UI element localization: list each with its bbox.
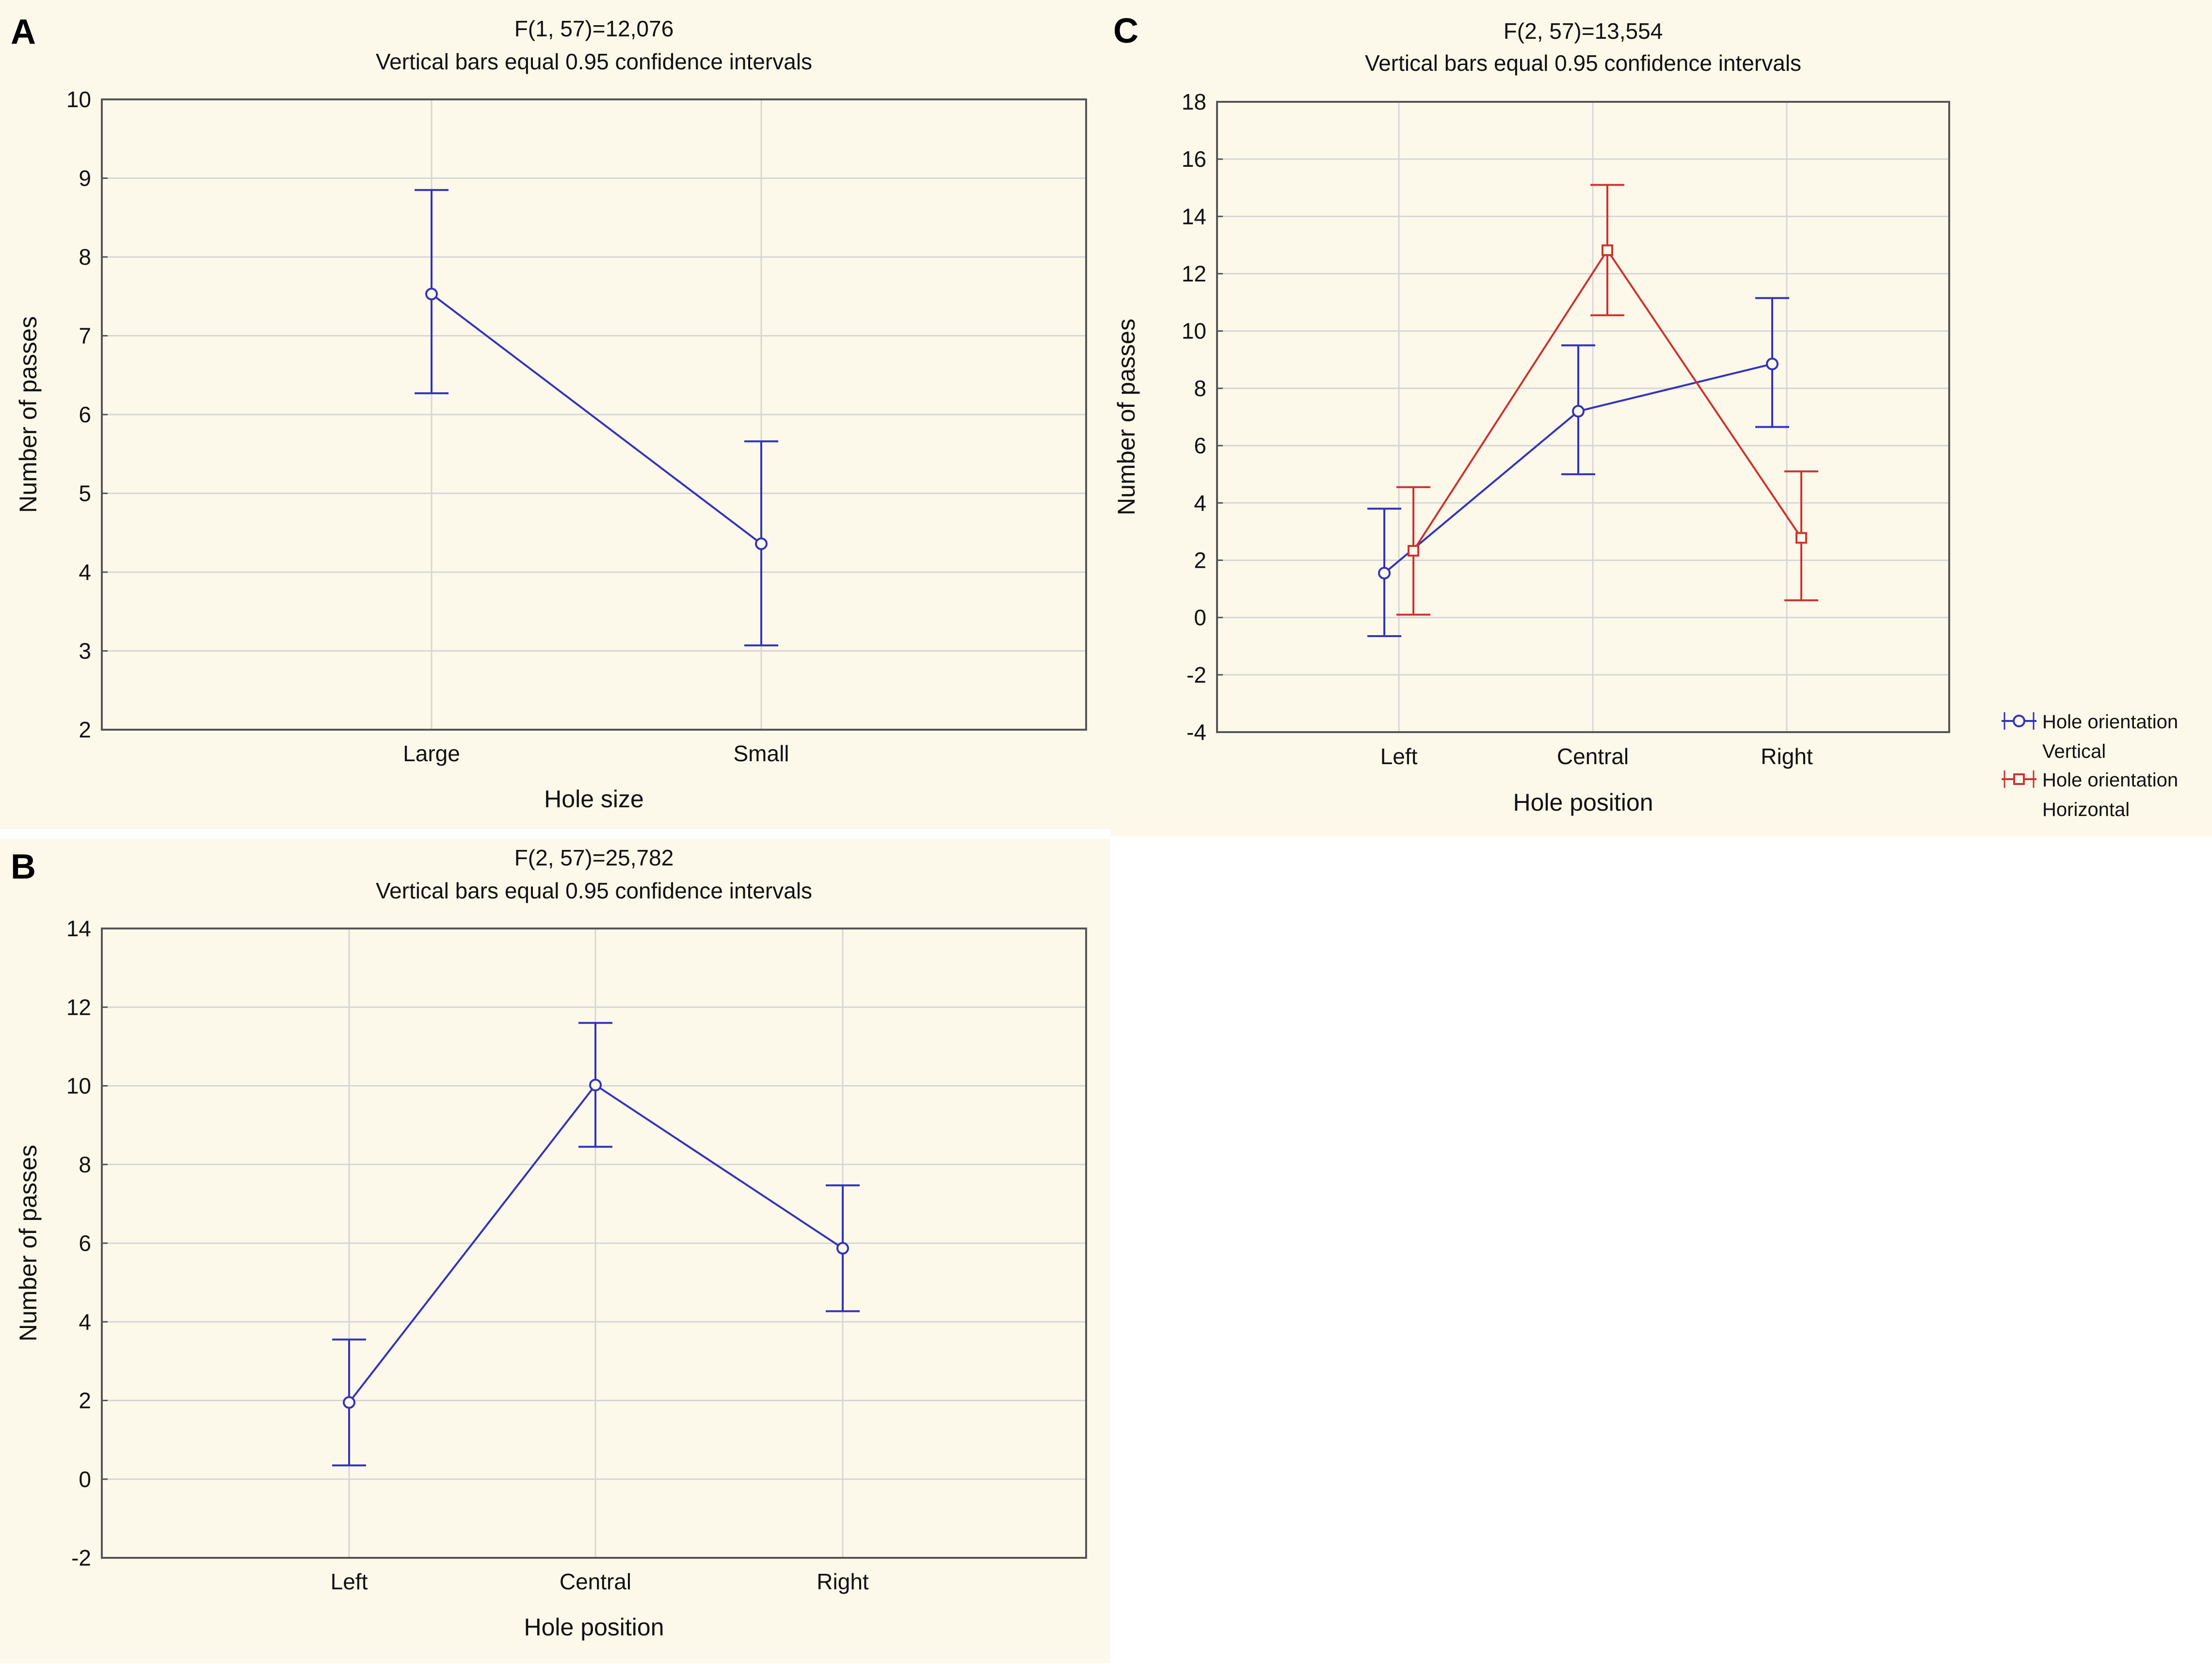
chart-c-y-tick-label: 0: [1194, 605, 1206, 630]
chart-b-plot-frame: [101, 928, 1087, 1559]
chart-a-y-tick-label: 2: [79, 717, 91, 742]
panel-letter-c: C: [1113, 12, 1138, 50]
chart-a-y-tick-label: 4: [79, 560, 91, 585]
chart-c-legend-horizontal-swatch-marker: [2013, 773, 2025, 785]
chart-b-x-tick-label: Left: [331, 1569, 368, 1594]
chart-c-x-tick-label: Central: [1557, 744, 1629, 769]
chart-b-y-tick-label: 10: [66, 1073, 91, 1099]
chart-c-series-vertical-point: [1378, 567, 1391, 580]
chart-a-x-tick-label: Large: [403, 741, 460, 766]
chart-a-series-main-point: [425, 288, 438, 301]
chart-b-y-tick-label: 6: [79, 1231, 91, 1256]
chart-b-y-tick-label: -2: [71, 1545, 91, 1570]
panel-letter-a: A: [11, 13, 36, 51]
chart-b-series-main-point: [343, 1396, 355, 1409]
chart-c-x-axis-label: Hole position: [1513, 789, 1653, 816]
chart-c-y-tick-label: -4: [1186, 720, 1206, 745]
chart-c-y-tick-label: 16: [1182, 146, 1206, 172]
chart-b-x-tick-label: Central: [560, 1569, 631, 1594]
chart-c-plot-frame: [1216, 101, 1950, 733]
chart-c-y-tick-label: 10: [1182, 319, 1206, 344]
chart-a-title: F(1, 57)=12,076: [514, 16, 674, 41]
chart-c-legend-vertical-name: Hole orientation: [2042, 711, 2178, 733]
chart-b-y-tick-label: 14: [66, 916, 91, 941]
chart-b-y-tick-label: 8: [79, 1152, 91, 1177]
chart-a-y-tick-label: 10: [66, 87, 91, 112]
chart-c-y-tick-label: 12: [1182, 261, 1206, 287]
chart-a-series-main-line: [431, 293, 762, 545]
chart-b-title: F(2, 57)=25,782: [514, 845, 674, 870]
chart-c-y-tick-label: 4: [1194, 490, 1206, 515]
chart-c-series-horizontal-point: [1795, 532, 1807, 544]
chart-a-series-main-point: [755, 537, 768, 550]
chart-b-series-main-point: [836, 1242, 849, 1255]
chart-a-subtitle: Vertical bars equal 0.95 confidence inte…: [376, 49, 812, 74]
chart-c-legend-vertical-swatch-marker: [2013, 715, 2025, 727]
chart-a-y-tick-label: 6: [79, 402, 91, 427]
chart-b-y-tick-label: 2: [79, 1388, 91, 1413]
chart-a-y-tick-label: 8: [79, 244, 91, 270]
chart-c-y-axis-label: Number of passes: [1113, 319, 1140, 515]
chart-b-y-tick-label: 0: [79, 1467, 91, 1492]
chart-c-y-tick-label: 6: [1194, 433, 1206, 458]
chart-c-x-tick-label: Right: [1761, 744, 1813, 769]
chart-a-y-tick-label: 3: [79, 639, 91, 664]
chart-a-y-tick-label: 7: [79, 323, 91, 349]
panel-c-background: [1110, 0, 2212, 836]
chart-b-x-tick-label: Right: [817, 1569, 869, 1594]
chart-c-y-tick-label: 14: [1182, 204, 1206, 229]
chart-b-series-main-point: [589, 1078, 602, 1091]
panel-b-background: [0, 839, 1110, 1663]
chart-b-subtitle: Vertical bars equal 0.95 confidence inte…: [376, 878, 812, 903]
chart-c-series-horizontal-point: [1408, 544, 1419, 557]
chart-c-y-tick-label: 18: [1182, 89, 1206, 114]
chart-c-series-vertical-point: [1766, 357, 1779, 370]
chart-c-series-vertical-point: [1572, 405, 1585, 418]
chart-a-plot-frame: [101, 98, 1087, 731]
chart-b-y-tick-label: 4: [79, 1309, 91, 1334]
chart-c-title: F(2, 57)=13,554: [1504, 18, 1663, 44]
chart-c-x-tick-label: Left: [1380, 744, 1418, 769]
chart-c-y-tick-label: 8: [1194, 376, 1206, 401]
chart-c-legend-horizontal-name: Hole orientation: [2042, 769, 2178, 791]
chart-b-x-axis-label: Hole position: [524, 1614, 664, 1641]
chart-a-x-axis-label: Hole size: [544, 785, 644, 813]
chart-c-legend-vertical-level: Vertical: [2042, 741, 2106, 762]
chart-c-series-horizontal-point: [1602, 244, 1613, 256]
panel-letter-b: B: [11, 848, 36, 886]
chart-a-y-tick-label: 9: [79, 166, 91, 191]
chart-c-y-tick-label: -2: [1186, 662, 1206, 688]
chart-a-y-axis-label: Number of passes: [15, 316, 42, 513]
chart-b-y-axis-label: Number of passes: [15, 1145, 42, 1342]
chart-a-x-tick-label: Small: [733, 741, 789, 766]
chart-c-subtitle: Vertical bars equal 0.95 confidence inte…: [1365, 50, 1801, 76]
chart-b-y-tick-label: 12: [66, 994, 91, 1020]
chart-c-legend-horizontal-level: Horizontal: [2042, 799, 2130, 820]
chart-a-y-tick-label: 5: [79, 481, 91, 506]
chart-c-y-tick-label: 2: [1194, 547, 1206, 573]
